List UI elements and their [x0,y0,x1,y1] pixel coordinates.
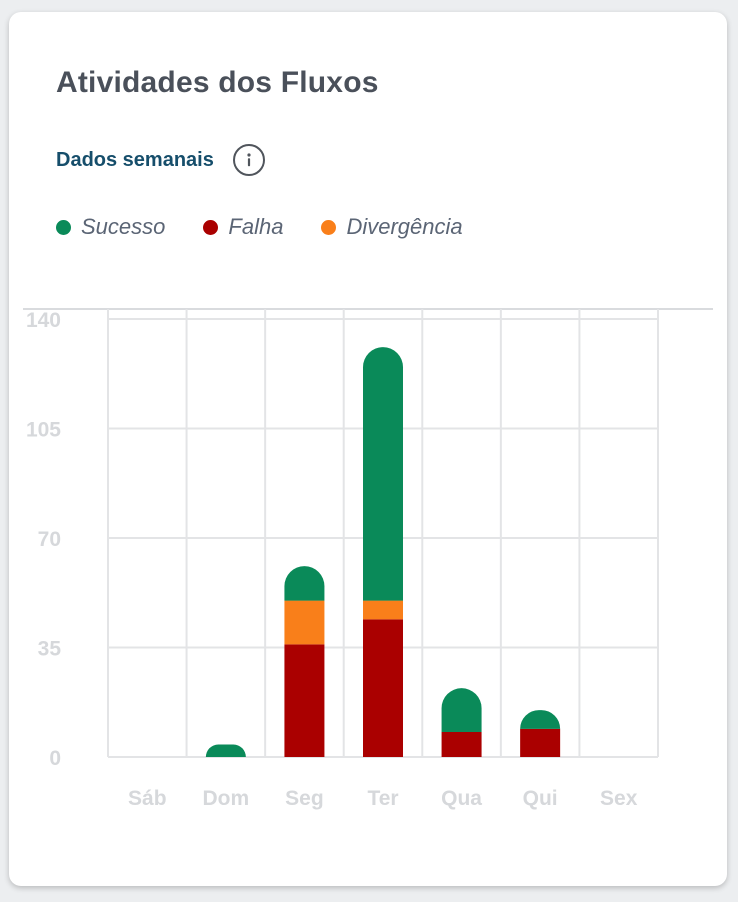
bar-segment [284,600,325,645]
legend-label: Sucesso [81,214,166,239]
x-tick-label: Seg [285,787,324,810]
bar-segment [363,347,403,601]
bar-segment [205,744,246,757]
bar-segment [284,644,325,757]
info-icon[interactable] [232,144,265,176]
x-tick-label: Dom [203,787,250,810]
subtitle: Dados semanais [56,148,214,171]
bar-segment [363,619,403,757]
chart-card: Atividades dos Fluxos Dados semanais Suc… [9,12,727,886]
y-tick-label: 35 [38,638,62,661]
chart-area: 0 35 70 105 140 Sáb Dom Seg Ter Qua Qui Sex [9,302,727,842]
y-tick-label: 140 [26,309,61,332]
y-tick-label: 0 [49,747,61,770]
bar-segment [520,710,561,729]
legend-item-falha[interactable]: Falha [203,214,283,240]
legend-swatch [203,219,219,235]
chart-legend: Sucesso Falha Divergência [56,212,501,242]
bar-chart: 0 35 70 105 140 Sáb Dom Seg Ter Qua Qui Sex [23,308,713,810]
y-tick-label: 105 [26,419,61,442]
y-tick-label: 70 [38,528,61,551]
legend-swatch [56,219,71,235]
bar-segment [441,731,482,757]
bar-segment [284,566,325,601]
bar-segment [520,728,561,757]
info-glyph [247,153,251,167]
x-tick-label: Qui [523,787,558,810]
bar-segment [363,600,403,620]
legend-label: Falha [228,214,284,239]
legend-item-sucesso[interactable]: Sucesso [56,214,165,240]
bar-segment [441,688,482,732]
subtitle-row: Dados semanais [56,143,265,177]
card-title: Atividades dos Fluxos [56,66,379,99]
legend-item-divergencia[interactable]: Divergência [321,214,463,240]
x-tick-label: Sex [600,787,638,810]
x-tick-label: Ter [367,787,398,810]
legend-label: Divergência [346,214,463,239]
x-tick-label: Qua [441,787,482,810]
x-tick-label: Sáb [128,787,167,810]
legend-swatch [321,219,337,235]
